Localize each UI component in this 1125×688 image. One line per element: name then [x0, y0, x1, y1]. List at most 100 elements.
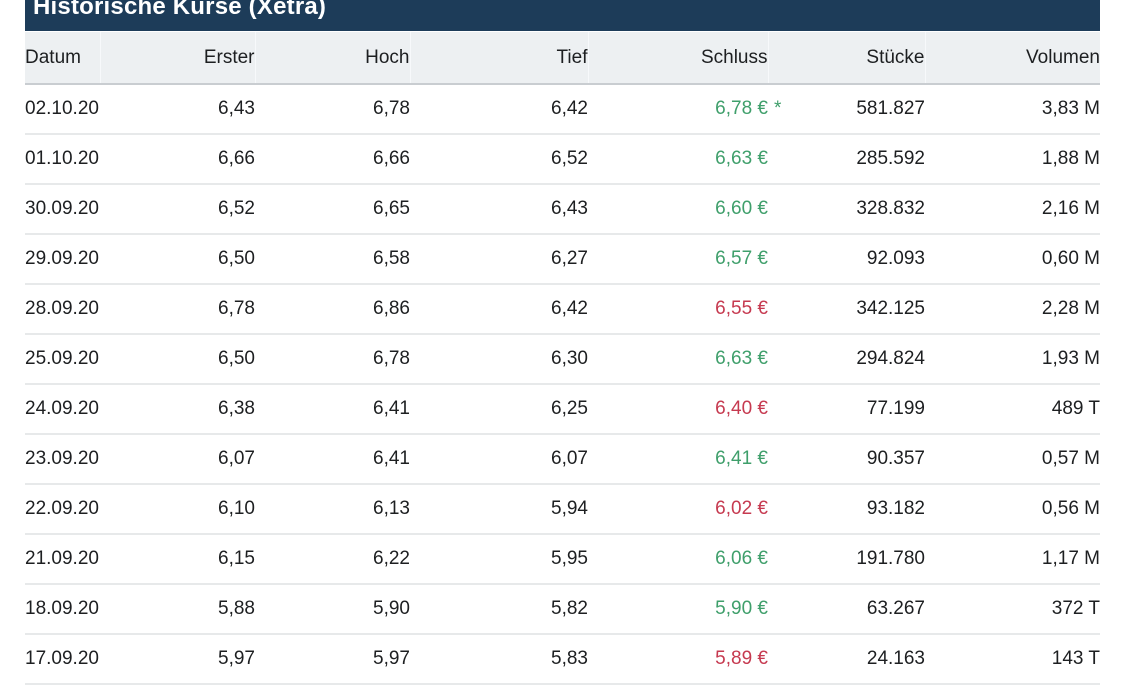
close-price: 6,60 €	[715, 198, 768, 219]
cell-volumen: 2,28 M	[1041, 298, 1100, 319]
table-row: 18.09.20 5,88 5,90 5,82 5,90 € 63.267 37…	[25, 584, 1100, 634]
table-header-row: Datum Erster Hoch Tief Schluss Stücke Vo…	[25, 32, 1100, 84]
cell-datum: 22.09.20	[25, 498, 99, 519]
cell-datum: 02.10.20	[25, 98, 99, 119]
cell-volumen: 143 T	[1051, 648, 1100, 669]
cell-schluss: 6,06 €	[588, 534, 768, 584]
cell-tief: 6,43	[551, 198, 588, 219]
cell-volumen: 0,60 M	[1041, 248, 1100, 269]
cell-datum: 28.09.20	[25, 298, 99, 319]
table-header: Datum Erster Hoch Tief Schluss Stücke Vo…	[25, 32, 1100, 84]
cell-hoch: 5,97	[373, 648, 410, 669]
cell-tief: 6,07	[551, 448, 588, 469]
cell-stuecke: 93.182	[866, 498, 925, 519]
cell-erster: 6,38	[218, 398, 255, 419]
cell-tief: 6,25	[551, 398, 588, 419]
close-price: 6,63 €	[715, 148, 768, 169]
close-price: 6,40 €	[715, 398, 768, 419]
cell-erster: 6,66	[218, 148, 255, 169]
close-price-wrap: 5,89 €	[715, 648, 768, 670]
cell-tief: 5,83	[551, 648, 588, 669]
table-row: 24.09.20 6,38 6,41 6,25 6,40 € 77.199 48…	[25, 384, 1100, 434]
historical-prices-table: Datum Erster Hoch Tief Schluss Stücke Vo…	[25, 32, 1100, 685]
cell-tief: 6,52	[551, 148, 588, 169]
historical-prices-widget: Historische Kurse (Xetra) Datum Erster H…	[25, 0, 1100, 685]
cell-stuecke: 285.592	[856, 148, 925, 169]
cell-hoch: 6,78	[373, 98, 410, 119]
table-row: 23.09.20 6,07 6,41 6,07 6,41 € 90.357 0,…	[25, 434, 1100, 484]
cell-stuecke: 191.780	[856, 548, 925, 569]
cell-schluss: 6,63 €	[588, 134, 768, 184]
cell-hoch: 6,41	[373, 448, 410, 469]
cell-stuecke: 90.357	[866, 448, 925, 469]
cell-erster: 6,07	[218, 448, 255, 469]
cell-volumen: 0,57 M	[1041, 448, 1100, 469]
cell-tief: 6,42	[551, 98, 588, 119]
table-row: 25.09.20 6,50 6,78 6,30 6,63 € 294.824 1…	[25, 334, 1100, 384]
close-price: 5,90 €	[715, 598, 768, 619]
cell-stuecke: 77.199	[866, 398, 925, 419]
cell-hoch: 6,66	[373, 148, 410, 169]
close-price-wrap: 5,90 €	[715, 598, 768, 620]
close-price-wrap: 6,55 €	[715, 298, 768, 320]
column-header-schluss: Schluss	[587, 32, 768, 84]
close-price-wrap: 6,63 €	[715, 148, 768, 170]
close-price: 6,41 €	[715, 448, 768, 469]
close-price-wrap: 6,40 €	[715, 398, 768, 420]
close-price: 6,06 €	[715, 548, 768, 569]
cell-datum: 17.09.20	[25, 648, 99, 669]
table-row: 01.10.20 6,66 6,66 6,52 6,63 € 285.592 1…	[25, 134, 1100, 184]
cell-stuecke: 581.827	[856, 98, 925, 119]
cell-volumen: 372 T	[1051, 598, 1100, 619]
cell-erster: 6,10	[218, 498, 255, 519]
cell-hoch: 6,65	[373, 198, 410, 219]
cell-schluss: 5,90 €	[588, 584, 768, 634]
cell-tief: 6,42	[551, 298, 588, 319]
cell-erster: 6,43	[218, 98, 255, 119]
column-header-hoch: Hoch	[254, 32, 410, 84]
close-price-wrap: 6,78 € *	[715, 98, 781, 120]
cell-hoch: 6,22	[373, 548, 410, 569]
cell-hoch: 6,41	[373, 398, 410, 419]
cell-erster: 5,88	[218, 598, 255, 619]
table-row: 02.10.20 6,43 6,78 6,42 6,78 € * 581.827…	[25, 84, 1100, 134]
table-body: 02.10.20 6,43 6,78 6,42 6,78 € * 581.827…	[25, 84, 1100, 684]
close-price-star: *	[774, 98, 782, 119]
cell-erster: 6,52	[218, 198, 255, 219]
cell-datum: 23.09.20	[25, 448, 99, 469]
table-row: 21.09.20 6,15 6,22 5,95 6,06 € 191.780 1…	[25, 534, 1100, 584]
cell-volumen: 1,88 M	[1041, 148, 1100, 169]
cell-stuecke: 342.125	[856, 298, 925, 319]
cell-schluss: 6,55 €	[588, 284, 768, 334]
cell-schluss: 6,02 €	[588, 484, 768, 534]
cell-datum: 01.10.20	[25, 148, 99, 169]
cell-volumen: 1,17 M	[1041, 548, 1100, 569]
close-price: 6,55 €	[715, 298, 768, 319]
cell-schluss: 6,60 €	[588, 184, 768, 234]
column-header-erster: Erster	[99, 32, 255, 84]
cell-tief: 5,82	[551, 598, 588, 619]
cell-datum: 24.09.20	[25, 398, 99, 419]
table-row: 22.09.20 6,10 6,13 5,94 6,02 € 93.182 0,…	[25, 484, 1100, 534]
cell-tief: 6,27	[551, 248, 588, 269]
cell-erster: 6,50	[218, 248, 255, 269]
cell-schluss: 5,89 €	[588, 634, 768, 684]
cell-stuecke: 24.163	[866, 648, 925, 669]
cell-volumen: 0,56 M	[1041, 498, 1100, 519]
widget-title: Historische Kurse (Xetra)	[33, 0, 327, 20]
cell-tief: 5,95	[551, 548, 588, 569]
column-header-datum: Datum	[25, 46, 81, 68]
cell-schluss: 6,63 €	[588, 334, 768, 384]
cell-stuecke: 328.832	[856, 198, 925, 219]
cell-datum: 18.09.20	[25, 598, 99, 619]
cell-erster: 6,50	[218, 348, 255, 369]
table-row: 28.09.20 6,78 6,86 6,42 6,55 € 342.125 2…	[25, 284, 1100, 334]
close-price: 6,02 €	[715, 498, 768, 519]
close-price: 6,78 €	[715, 98, 768, 119]
close-price: 5,89 €	[715, 648, 768, 669]
cell-tief: 5,94	[551, 498, 588, 519]
cell-volumen: 2,16 M	[1041, 198, 1100, 219]
table-row: 17.09.20 5,97 5,97 5,83 5,89 € 24.163 14…	[25, 634, 1100, 684]
cell-hoch: 6,13	[373, 498, 410, 519]
cell-schluss: 6,78 € *	[588, 84, 781, 134]
